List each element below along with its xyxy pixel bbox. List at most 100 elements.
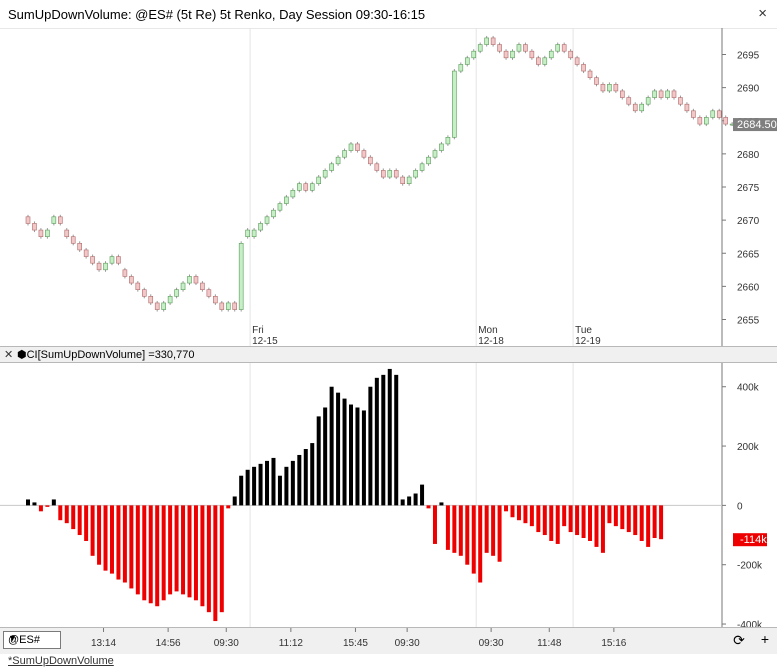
negative-volume-bar <box>90 505 95 556</box>
negative-volume-bar <box>542 505 547 536</box>
up-candle <box>439 143 444 151</box>
up-candle <box>548 50 554 59</box>
up-candle <box>251 229 257 237</box>
negative-volume-bar <box>549 505 554 541</box>
indicator-tick-label: -200k <box>737 561 763 572</box>
down-candle <box>691 110 696 118</box>
workspace-tab[interactable]: *SumUpDownVolume <box>8 655 114 667</box>
up-candle <box>471 50 477 59</box>
positive-volume-bar <box>303 449 308 506</box>
positive-volume-bar <box>420 484 425 506</box>
up-candle <box>510 50 515 59</box>
down-candle <box>632 103 638 112</box>
negative-volume-bar <box>432 505 437 544</box>
negative-volume-bar <box>445 505 450 550</box>
negative-volume-bar <box>187 505 192 598</box>
positive-volume-bar <box>394 374 399 506</box>
pane-close-icon[interactable]: ✕ <box>4 349 14 361</box>
up-candle <box>277 203 283 211</box>
negative-volume-bar <box>77 505 82 536</box>
up-candle <box>419 163 425 171</box>
down-candle <box>529 50 535 59</box>
symbol-select[interactable]: @ES# ▼ <box>3 631 61 649</box>
positive-volume-bar <box>310 443 315 506</box>
negative-volume-bar <box>529 505 534 527</box>
down-candle <box>697 117 703 125</box>
last-value-label: -114k <box>740 534 767 546</box>
up-candle <box>258 223 263 231</box>
down-candle <box>232 302 238 310</box>
refresh-icon[interactable]: ⟳ <box>733 632 745 648</box>
up-candle <box>516 44 522 52</box>
plus-icon[interactable]: + <box>760 631 770 647</box>
negative-volume-bar <box>181 505 186 595</box>
price-tick-label: 2695 <box>737 51 760 62</box>
negative-volume-bar <box>71 505 76 530</box>
down-candle <box>400 176 405 184</box>
down-candle <box>116 256 121 264</box>
up-candle <box>645 97 651 105</box>
negative-volume-bar <box>84 505 89 541</box>
up-candle <box>387 170 393 178</box>
negative-volume-bar <box>200 505 205 607</box>
positive-volume-bar <box>245 469 250 506</box>
negative-volume-bar <box>161 505 166 601</box>
price-tick-label: 2655 <box>737 316 760 327</box>
down-candle <box>678 97 683 105</box>
up-candle <box>710 110 716 118</box>
positive-volume-bar <box>232 496 237 506</box>
negative-volume-bar <box>523 505 528 524</box>
down-candle <box>57 216 63 224</box>
time-tick-label: 09:30 <box>214 638 239 649</box>
negative-volume-bar <box>97 505 102 565</box>
time-tick-label: 13:14 <box>91 638 116 649</box>
positive-volume-bar <box>323 407 328 506</box>
negative-volume-bar <box>594 505 599 547</box>
indicator-chart[interactable]: -400k -200k 0 200k 400k -114k <box>0 363 777 627</box>
up-candle <box>187 276 192 284</box>
last-value-badge <box>733 533 767 547</box>
up-candle <box>665 90 670 98</box>
negative-volume-bar <box>58 505 63 521</box>
down-candle <box>355 143 360 151</box>
down-candle <box>716 110 722 118</box>
up-candle <box>413 170 418 178</box>
negative-volume-bar <box>588 505 593 541</box>
positive-volume-bar <box>277 475 282 506</box>
price-tick-label: 2660 <box>737 282 760 293</box>
negative-volume-bar <box>639 505 644 541</box>
down-candle <box>148 296 154 304</box>
negative-volume-bar <box>633 505 638 536</box>
negative-volume-bar <box>45 505 50 507</box>
negative-volume-bar <box>38 505 43 512</box>
positive-volume-bar <box>265 460 270 506</box>
down-candle <box>122 269 128 277</box>
close-icon[interactable]: × <box>758 5 767 22</box>
last-price-label: 2684.50 <box>737 119 777 131</box>
up-candle <box>445 137 451 145</box>
negative-volume-bar <box>471 505 476 574</box>
down-candle <box>141 289 147 297</box>
chevron-down-icon[interactable]: ▼ <box>8 633 17 643</box>
up-candle <box>342 150 347 158</box>
down-candle <box>374 163 380 171</box>
negative-volume-bar <box>555 505 560 544</box>
up-candle <box>225 302 231 310</box>
price-tick-label: 2680 <box>737 150 760 161</box>
down-candle <box>613 84 619 92</box>
up-candle <box>406 176 412 184</box>
price-tick-label: 2665 <box>737 249 760 260</box>
down-candle <box>213 296 218 304</box>
up-candle <box>329 163 334 171</box>
down-candle <box>626 97 632 105</box>
up-candle <box>45 229 50 237</box>
down-candle <box>574 57 580 65</box>
down-candle <box>497 44 502 52</box>
up-candle <box>703 117 709 125</box>
down-candle <box>129 276 134 284</box>
positive-volume-bar <box>368 386 373 506</box>
down-candle <box>96 262 102 271</box>
up-candle <box>484 37 489 45</box>
down-candle <box>361 150 367 158</box>
